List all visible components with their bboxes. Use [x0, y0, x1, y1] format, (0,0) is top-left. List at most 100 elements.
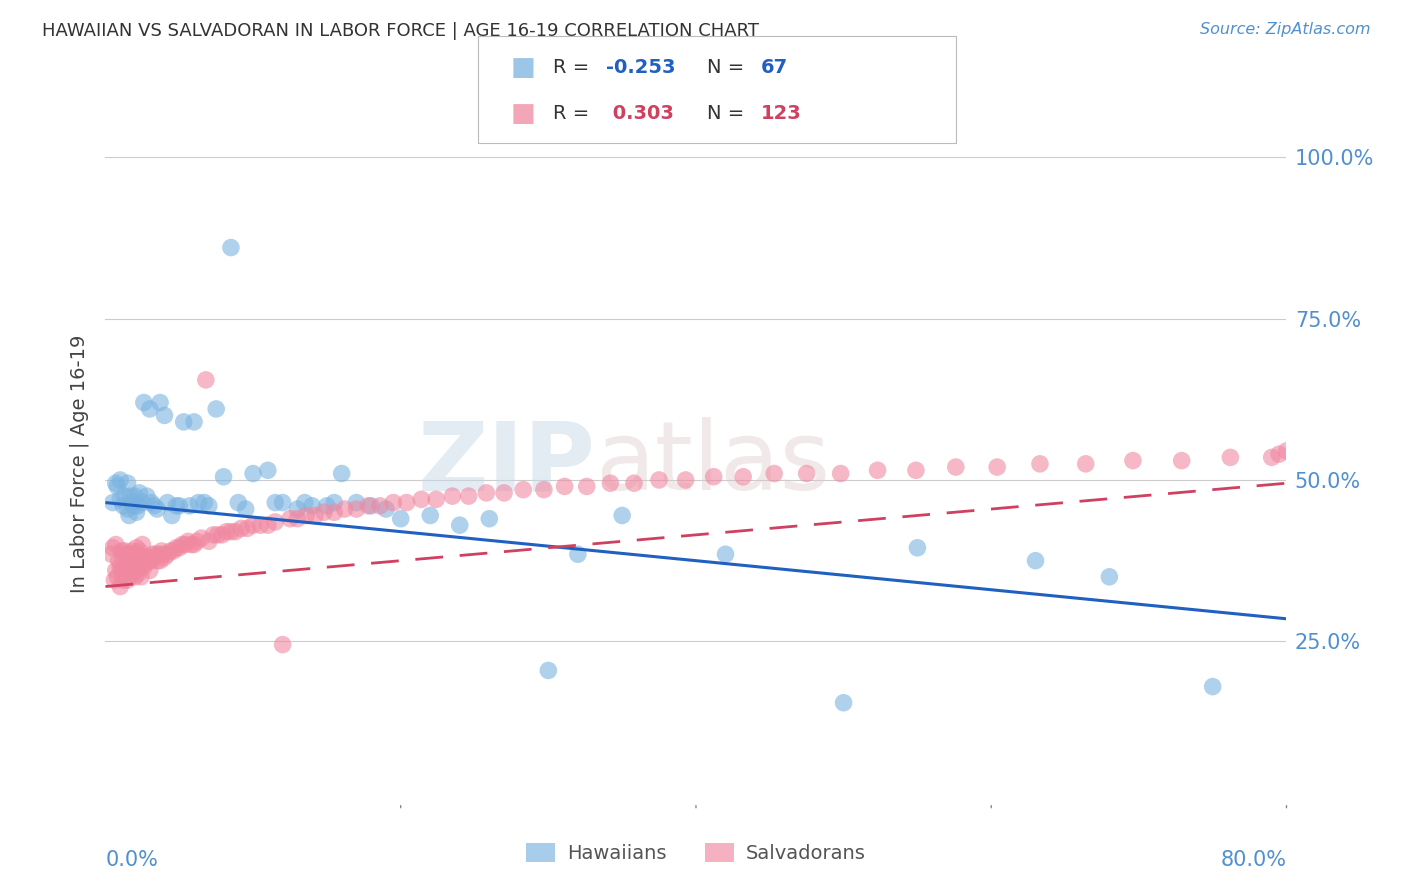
Point	[121, 563, 143, 577]
Point	[145, 547, 167, 561]
Point	[360, 499, 382, 513]
Point	[165, 541, 187, 555]
Point	[112, 499, 135, 513]
Point	[368, 499, 391, 513]
Point	[142, 547, 165, 561]
Point	[389, 512, 412, 526]
Point	[110, 492, 132, 507]
Point	[219, 241, 242, 255]
Point	[256, 518, 278, 533]
Point	[124, 489, 146, 503]
Point	[301, 499, 323, 513]
Point	[138, 563, 162, 577]
Point	[153, 550, 176, 565]
Point	[128, 544, 150, 558]
Point	[159, 544, 181, 558]
Point	[127, 547, 149, 561]
Text: 0.303: 0.303	[606, 104, 673, 123]
Point	[105, 479, 128, 493]
Point	[866, 463, 889, 477]
Point	[346, 495, 368, 509]
Y-axis label: In Labor Force | Age 16-19: In Labor Force | Age 16-19	[70, 334, 90, 593]
Point	[125, 505, 148, 519]
Text: 80.0%: 80.0%	[1220, 850, 1286, 871]
Point	[194, 373, 217, 387]
Point	[278, 512, 301, 526]
Point	[121, 544, 143, 558]
Point	[205, 401, 228, 416]
Point	[1122, 453, 1144, 467]
Point	[127, 499, 149, 513]
Point	[183, 415, 205, 429]
Point	[832, 696, 855, 710]
Point	[122, 499, 145, 513]
Point	[1074, 457, 1097, 471]
Point	[215, 524, 238, 539]
Point	[242, 518, 264, 533]
Point	[411, 492, 433, 507]
Point	[112, 550, 135, 565]
Point	[197, 534, 219, 549]
Point	[295, 508, 318, 523]
Point	[382, 495, 405, 509]
Point	[197, 499, 219, 513]
Point	[315, 499, 337, 513]
Point	[187, 495, 209, 509]
Point	[294, 495, 316, 509]
Point	[1219, 450, 1241, 465]
Point	[610, 508, 633, 523]
Point	[172, 537, 194, 551]
Text: 67: 67	[761, 58, 787, 77]
Point	[623, 476, 645, 491]
Point	[120, 489, 142, 503]
Point	[703, 469, 725, 483]
Point	[1275, 444, 1298, 458]
Point	[1024, 554, 1046, 568]
Point	[124, 570, 146, 584]
Point	[733, 469, 755, 483]
Point	[1260, 450, 1282, 465]
Point	[905, 541, 928, 555]
Point	[312, 505, 335, 519]
Point	[143, 550, 166, 565]
Point	[323, 495, 346, 509]
Point	[118, 508, 141, 523]
Point	[169, 541, 191, 555]
Point	[129, 570, 152, 584]
Point	[242, 467, 264, 481]
Point	[179, 499, 201, 513]
Point	[333, 502, 356, 516]
Point	[110, 580, 132, 594]
Point	[287, 502, 309, 516]
Point	[190, 531, 212, 545]
Point	[304, 508, 326, 523]
Point	[121, 495, 143, 509]
Point	[256, 463, 278, 477]
Point	[131, 557, 153, 571]
Point	[105, 570, 128, 584]
Point	[648, 473, 671, 487]
Point	[287, 512, 309, 526]
Text: 123: 123	[761, 104, 801, 123]
Point	[152, 547, 174, 561]
Text: HAWAIIAN VS SALVADORAN IN LABOR FORCE | AGE 16-19 CORRELATION CHART: HAWAIIAN VS SALVADORAN IN LABOR FORCE | …	[42, 22, 759, 40]
Point	[132, 560, 155, 574]
Point	[945, 460, 967, 475]
Point	[271, 638, 294, 652]
Point	[475, 486, 498, 500]
Point	[226, 495, 250, 509]
Point	[104, 563, 127, 577]
Point	[120, 570, 142, 584]
Point	[128, 486, 150, 500]
Point	[149, 554, 172, 568]
Point	[110, 473, 132, 487]
Point	[118, 563, 141, 577]
Point	[165, 499, 187, 513]
Point	[1098, 570, 1121, 584]
Point	[202, 528, 225, 542]
Point	[153, 409, 176, 423]
Point	[264, 515, 287, 529]
Point	[374, 502, 398, 516]
Point	[156, 495, 179, 509]
Point	[162, 544, 184, 558]
